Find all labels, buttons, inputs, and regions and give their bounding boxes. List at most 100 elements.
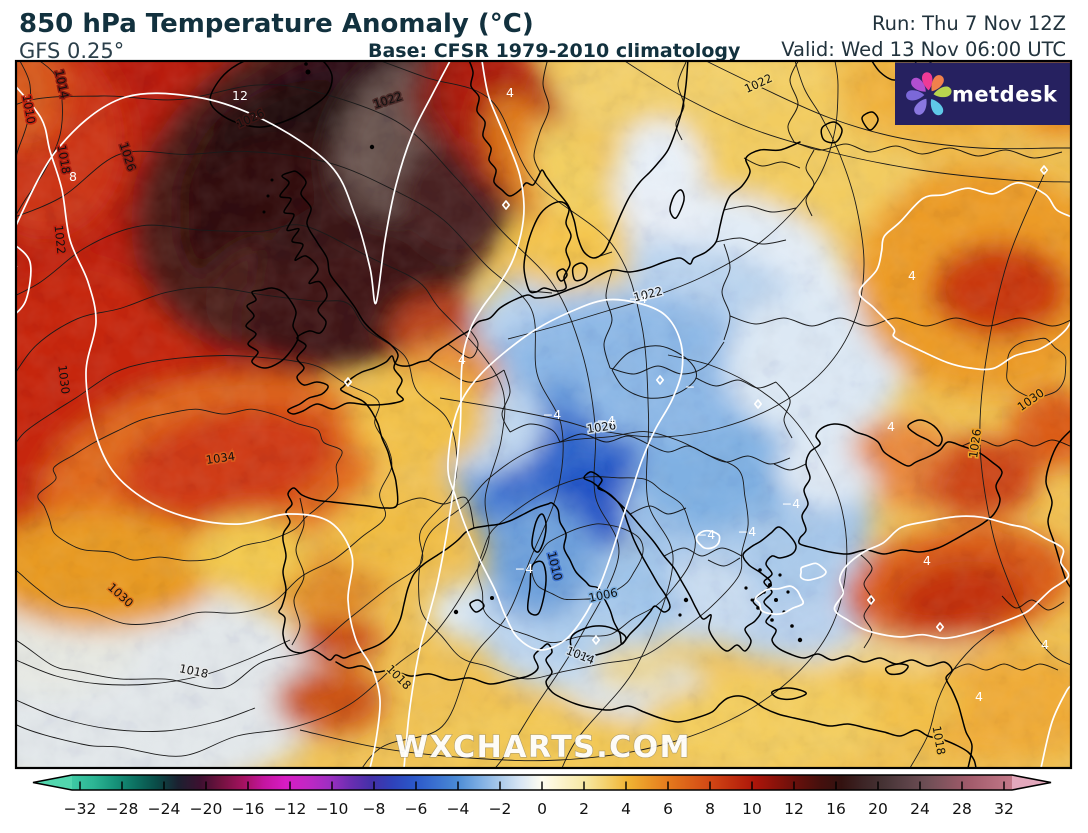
isobar-line	[16, 639, 291, 686]
coastline	[369, 144, 375, 150]
watermark: WXCHARTS.COM	[395, 730, 691, 765]
colorbar-outline	[32, 774, 1052, 791]
anomaly-contour	[16, 61, 451, 305]
coastline	[526, 560, 547, 616]
isobar-label: 1010	[20, 94, 39, 125]
colorbar-ticks	[79, 781, 1005, 790]
country-border	[529, 290, 553, 294]
colorbar-tick-label: 6	[663, 800, 673, 818]
coastline	[469, 599, 485, 613]
country-border	[501, 369, 511, 433]
coastline	[556, 268, 568, 282]
anomaly-contour-label: 12	[232, 88, 248, 103]
isobar-line	[979, 169, 1071, 666]
anomaly-contour	[753, 399, 763, 409]
anomaly-contour	[591, 635, 601, 645]
logo-flower-icon	[906, 72, 952, 116]
anomaly-contour-label: −4	[515, 561, 533, 576]
isobar-line	[623, 61, 1071, 183]
anomaly-contour	[858, 181, 1071, 371]
base-climatology-label: Base: CFSR 1979-2010 climatology	[368, 40, 741, 62]
isobar-line	[299, 354, 848, 762]
colorbar-tick-label: 12	[784, 800, 804, 818]
coastline	[245, 287, 299, 369]
country-border	[629, 505, 687, 515]
coastline	[861, 111, 879, 131]
logo-petal	[906, 90, 925, 101]
country-border	[743, 157, 801, 169]
coastline	[305, 69, 311, 75]
coastline	[571, 262, 588, 282]
isobar-line	[16, 355, 393, 625]
colorbar-tick-label: −20	[190, 800, 223, 818]
colorbar-tick-label: −4	[447, 800, 470, 818]
anomaly-contour	[866, 595, 876, 605]
coastline	[771, 687, 808, 701]
isobar-line	[16, 224, 506, 757]
isobar-label: 1030	[55, 364, 72, 395]
anomaly-contour-label: 4	[975, 689, 983, 704]
anomaly-contour-label: −4	[738, 524, 756, 539]
anomaly-contour-label: −4	[782, 496, 800, 511]
colorbar-tick-label: −6	[405, 800, 428, 818]
country-border	[793, 141, 1063, 159]
coastline	[523, 200, 572, 294]
anomaly-contour-label: −4	[629, 291, 647, 306]
colorbar-tick-label: 28	[952, 800, 972, 818]
coastline	[750, 598, 754, 602]
anomaly-contour	[1040, 685, 1071, 768]
coastline	[1045, 429, 1071, 589]
anomaly-contour-label: 4	[887, 419, 895, 434]
anomaly-contour-label: 4	[923, 553, 931, 568]
run-time-label: Run: Thu 7 Nov 12Z	[871, 12, 1066, 35]
colorbar-tick-label: −16	[232, 800, 265, 818]
coastline	[278, 141, 973, 768]
colorbar: −32 −28 −24 −20 −16 −12 −10 −8 −6 −4 −2 0 2 4 6 8 10 12 16…	[32, 774, 1052, 818]
isobar-line	[439, 61, 865, 438]
country-borders	[291, 61, 1071, 671]
coastline	[304, 62, 308, 66]
country-border	[396, 496, 475, 529]
country-border	[707, 557, 741, 567]
isobar-label: 1022	[51, 224, 68, 255]
isobar-line	[531, 523, 644, 601]
country-border	[951, 663, 1059, 671]
country-border	[603, 269, 613, 369]
coastline	[774, 598, 778, 602]
anomaly-contour	[1039, 165, 1049, 175]
isobar-line	[477, 476, 696, 644]
anomaly-contour-label: 4	[506, 85, 514, 100]
coastline	[279, 170, 404, 415]
logo-wordmark: metdesk	[952, 83, 1058, 107]
isobar-line	[16, 286, 458, 690]
coastline	[531, 513, 547, 553]
anomaly-contour	[16, 244, 32, 315]
isobar-line	[16, 84, 620, 768]
coastline	[770, 618, 774, 622]
colorbar-tick-label: −10	[316, 800, 349, 818]
logo-petal	[930, 98, 944, 116]
country-border	[447, 329, 479, 359]
coastline	[778, 573, 782, 577]
coastline	[768, 583, 772, 587]
coastline	[797, 423, 1003, 555]
coastline	[683, 597, 689, 603]
colorbar-tick-label: 10	[742, 800, 762, 818]
coastline	[797, 637, 803, 643]
country-border	[723, 205, 797, 213]
anomaly-contour	[695, 529, 721, 550]
anomaly-contour-label: 4	[458, 352, 466, 367]
country-border	[715, 237, 787, 245]
coastline	[453, 609, 459, 615]
country-border	[787, 61, 799, 143]
colorbar-tick-label: 20	[868, 800, 888, 818]
chart-title: 850 hPa Temperature Anomaly (°C)	[19, 9, 534, 39]
anomaly-contour	[16, 85, 381, 768]
coastline	[820, 121, 843, 144]
logo-petal	[922, 72, 933, 91]
colorbar-tick-label: 16	[826, 800, 846, 818]
isobar-line	[16, 150, 564, 768]
country-border	[705, 453, 791, 465]
